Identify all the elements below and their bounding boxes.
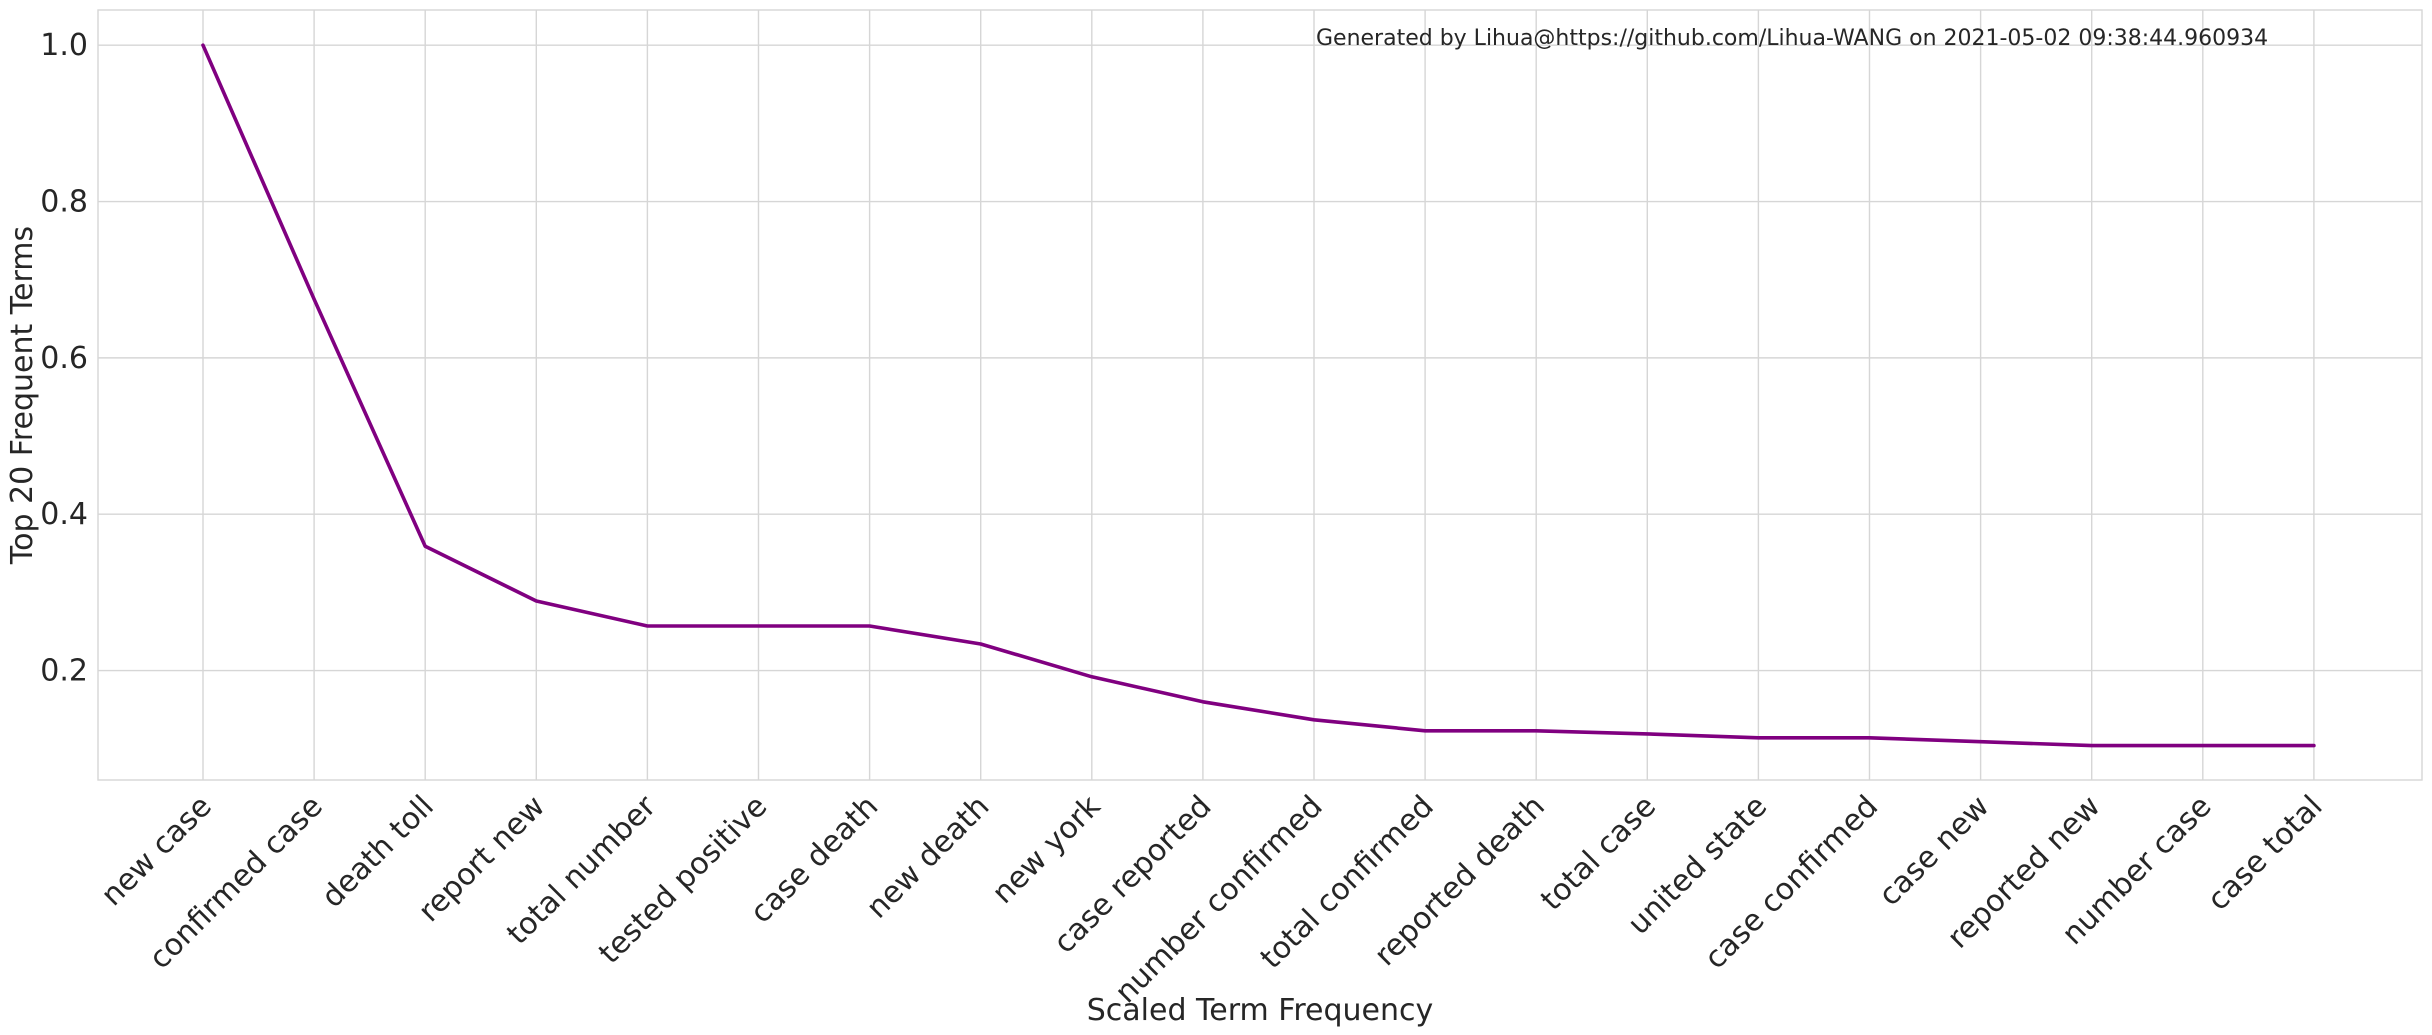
x-axis-title: Scaled Term Frequency xyxy=(1087,993,1434,1028)
x-tick-label: case total xyxy=(2201,789,2330,918)
y-tick-label: 0.8 xyxy=(40,185,88,220)
chart-annotation: Generated by Lihua@https://github.com/Li… xyxy=(1316,26,2268,51)
y-tick-labels: 0.2 0.4 0.6 0.8 1.0 xyxy=(40,28,88,688)
y-axis-title: Top 20 Frequent Terms xyxy=(5,226,40,565)
y-tick-label: 0.2 xyxy=(40,654,88,689)
series-layer xyxy=(201,43,2316,748)
y-tick-label: 1.0 xyxy=(40,28,88,63)
series-line xyxy=(201,43,2316,748)
grid xyxy=(98,10,2422,780)
x-tick-label: number confirmed xyxy=(1108,789,1329,1010)
plot-frame xyxy=(97,9,2423,781)
y-tick-label: 0.4 xyxy=(40,497,88,532)
y-tick-label: 0.6 xyxy=(40,341,88,376)
